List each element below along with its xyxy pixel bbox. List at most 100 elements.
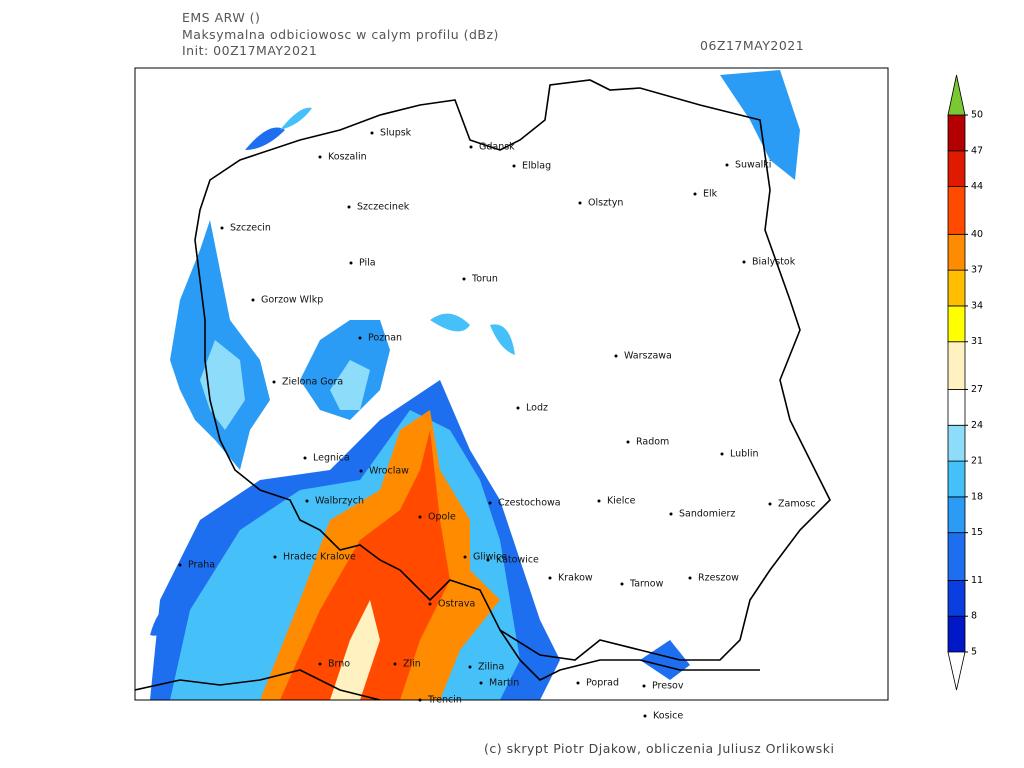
colorbar-tick-label: 44 <box>971 181 983 192</box>
city-label: Zielona Gora <box>282 377 343 388</box>
city-labels: Slupsk Koszalin Gdansk Elblag Suwalki Szczeci… <box>178 128 816 722</box>
city-label: Bialystok <box>752 257 796 268</box>
colorbar-tick-label: 21 <box>971 456 983 467</box>
city-marker <box>220 226 224 230</box>
colorbar-segment <box>947 424 966 462</box>
city-marker <box>272 380 276 384</box>
colorbar-segment <box>947 460 966 498</box>
city-marker <box>643 714 647 718</box>
city-marker <box>305 499 309 503</box>
city-label: Pila <box>359 258 376 269</box>
city-marker <box>347 205 351 209</box>
city-marker <box>516 406 520 410</box>
city-marker <box>620 582 624 586</box>
colorbar-tick-label: 40 <box>971 229 983 240</box>
city-label: Slupsk <box>380 128 412 139</box>
city-marker <box>720 452 724 456</box>
colorbar-segment <box>947 186 966 235</box>
city-marker <box>349 261 353 265</box>
city-marker <box>428 602 432 606</box>
city-label: Lodz <box>526 403 548 414</box>
colorbar-tick-label: 31 <box>971 336 983 347</box>
colorbar-tick-label: 11 <box>971 575 983 586</box>
city-label: Praha <box>188 560 215 571</box>
city-marker <box>486 558 490 562</box>
city-marker <box>669 512 673 516</box>
city-label: Lublin <box>730 449 758 460</box>
city-marker <box>251 298 255 302</box>
city-label: Wroclaw <box>369 466 409 477</box>
colorbar-tick-label: 27 <box>971 384 983 395</box>
city-marker <box>626 440 630 444</box>
colorbar-tick-label: 50 <box>971 110 983 121</box>
city-label: Katowice <box>496 555 539 566</box>
colorbar-tick-label: 37 <box>971 265 983 276</box>
colorbar-tick-label: 5 <box>971 647 977 658</box>
city-label: Presov <box>652 681 684 692</box>
city-label: Kosice <box>653 711 683 722</box>
colorbar-segment <box>947 615 966 653</box>
colorbar-over-arrow <box>947 74 966 116</box>
colorbar-tick-label: 34 <box>971 300 983 311</box>
city-marker <box>488 501 492 505</box>
colorbar-segment <box>947 305 966 343</box>
city-label: Poprad <box>586 678 619 689</box>
city-marker <box>768 502 772 506</box>
city-label: Zilina <box>478 662 504 673</box>
city-label: Poznan <box>368 333 402 344</box>
colorbar-tick-label: 8 <box>971 611 977 622</box>
city-label: Olsztyn <box>588 198 623 209</box>
colorbar-segment <box>947 389 966 426</box>
city-label: Elblag <box>522 161 551 172</box>
city-marker <box>725 163 729 167</box>
city-marker <box>468 665 472 669</box>
city-marker <box>318 155 322 159</box>
city-marker <box>693 192 697 196</box>
city-marker <box>462 277 466 281</box>
colorbar-segment <box>947 114 966 152</box>
colorbar-segment <box>947 233 966 271</box>
city-label: Elk <box>703 189 718 200</box>
city-label: Gdansk <box>479 142 515 153</box>
city-marker <box>358 336 362 340</box>
city-label: Ostrava <box>438 599 475 610</box>
city-marker <box>418 515 422 519</box>
city-label: Trencin <box>427 695 462 706</box>
city-marker <box>576 681 580 685</box>
city-label: Brno <box>328 659 350 670</box>
city-label: Radom <box>636 437 669 448</box>
city-label: Torun <box>471 274 498 285</box>
city-label: Opole <box>428 512 456 523</box>
city-marker <box>318 662 322 666</box>
city-label: Szczecin <box>230 223 271 234</box>
city-label: Rzeszow <box>698 573 739 584</box>
colorbar-segment <box>947 580 966 617</box>
map: Slupsk Koszalin Gdansk Elblag Suwalki Szczeci… <box>134 67 889 722</box>
colorbar-tick-label: 18 <box>971 491 983 502</box>
city-label: Hradec Kralove <box>283 552 356 563</box>
city-marker <box>273 555 277 559</box>
city-label: Martin <box>489 678 519 689</box>
city-marker <box>479 681 483 685</box>
colorbar-tick-label: 47 <box>971 145 983 156</box>
city-label: Zlin <box>403 659 421 670</box>
init-time: Init: 00Z17MAY2021 <box>182 43 317 58</box>
city-marker <box>370 131 374 135</box>
city-marker <box>418 698 422 702</box>
colorbar-segment <box>947 269 966 307</box>
colorbar-tick-label: 24 <box>971 420 983 431</box>
city-label: Tarnow <box>629 579 664 590</box>
colorbar-segment <box>947 150 966 188</box>
colorbar-tick-label: 15 <box>971 527 983 538</box>
city-label: Gorzow Wlkp <box>261 295 323 306</box>
city-marker <box>303 456 307 460</box>
city-marker <box>548 576 552 580</box>
city-label: Walbrzych <box>315 496 364 507</box>
colorbar-under-arrow <box>947 651 966 691</box>
city-label: Koszalin <box>328 152 367 163</box>
city-label: Gliwice <box>473 552 507 563</box>
city-marker <box>359 469 363 473</box>
city-label: Zamosc <box>778 499 816 510</box>
city-label: Sandomierz <box>679 509 735 520</box>
